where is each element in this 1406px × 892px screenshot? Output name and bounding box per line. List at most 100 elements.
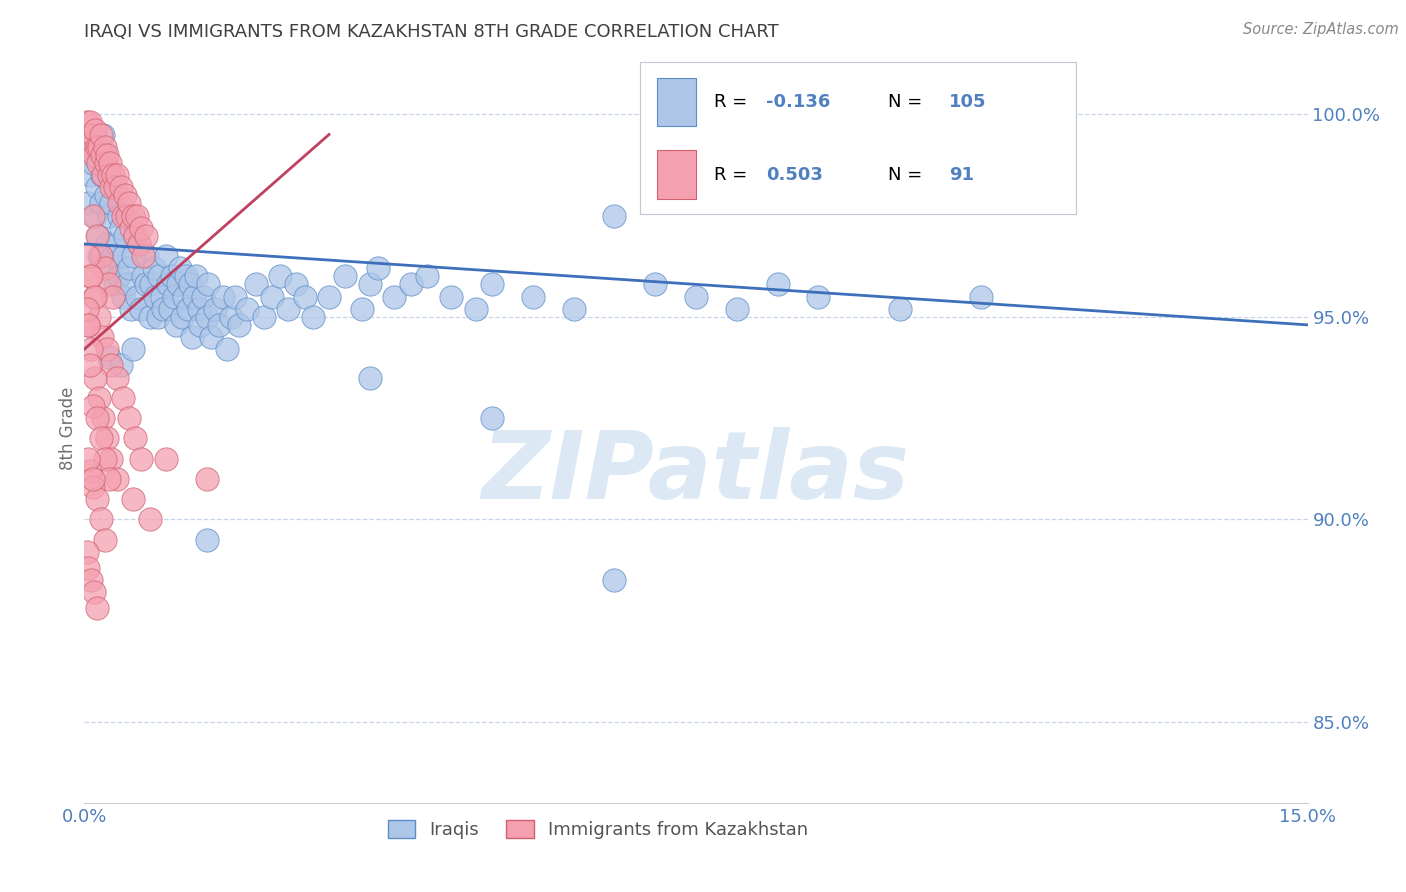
Point: [128, 236, 150, 251]
Point: [80, 342, 103, 356]
Point: [90, 196, 112, 211]
Point: [183, 289, 205, 303]
Point: [224, 289, 246, 303]
Point: [108, 269, 131, 284]
Y-axis label: 8th Grade: 8th Grade: [59, 386, 77, 470]
Point: [82, 399, 104, 413]
Point: [124, 431, 146, 445]
Text: R =: R =: [714, 166, 752, 184]
Text: -0.136: -0.136: [766, 93, 831, 111]
Point: [131, 451, 153, 466]
Point: [97, 209, 120, 223]
Text: N =: N =: [889, 166, 928, 184]
Point: [127, 209, 149, 223]
Point: [90, 431, 112, 445]
Point: [132, 249, 155, 263]
Point: [101, 168, 124, 182]
Point: [160, 269, 183, 284]
Point: [105, 168, 128, 182]
Point: [181, 330, 204, 344]
Point: [245, 277, 267, 292]
Point: [91, 330, 114, 344]
Point: [155, 249, 177, 263]
Point: [79, 269, 101, 284]
Point: [204, 301, 226, 316]
Point: [142, 261, 165, 276]
Point: [100, 359, 122, 373]
Point: [118, 196, 141, 211]
Point: [76, 544, 98, 558]
Point: [83, 289, 105, 303]
Point: [76, 115, 98, 129]
Point: [97, 277, 120, 292]
Point: [91, 148, 114, 162]
Point: [97, 351, 120, 365]
Point: [146, 310, 169, 324]
Point: [228, 318, 250, 332]
Point: [100, 196, 122, 211]
Point: [91, 128, 114, 142]
Point: [105, 236, 128, 251]
Point: [200, 330, 222, 344]
Point: [132, 269, 155, 284]
Point: [562, 301, 585, 316]
Point: [77, 561, 100, 575]
Point: [141, 277, 163, 292]
Point: [124, 228, 146, 243]
Point: [83, 148, 105, 162]
Point: [172, 310, 194, 324]
Point: [90, 128, 112, 142]
Point: [111, 289, 134, 303]
Point: [522, 289, 544, 303]
Point: [122, 491, 145, 506]
Point: [481, 411, 503, 425]
Text: N =: N =: [889, 93, 928, 111]
Point: [91, 411, 114, 425]
Point: [165, 318, 187, 332]
Point: [350, 301, 373, 316]
Point: [367, 261, 389, 276]
Point: [84, 209, 107, 223]
Point: [481, 277, 503, 292]
Point: [91, 168, 114, 182]
Point: [127, 289, 149, 303]
Point: [236, 301, 259, 316]
Point: [163, 289, 186, 303]
Point: [122, 342, 145, 356]
Point: [184, 269, 207, 284]
Point: [169, 261, 191, 276]
Point: [187, 301, 209, 316]
Point: [135, 277, 157, 292]
Text: ZIPatlas: ZIPatlas: [482, 427, 910, 519]
Point: [143, 289, 166, 303]
Point: [87, 139, 110, 153]
Point: [173, 289, 195, 303]
Point: [86, 180, 108, 194]
Point: [138, 310, 160, 324]
Point: [197, 277, 219, 292]
Point: [269, 269, 291, 284]
Point: [195, 472, 218, 486]
Point: [135, 228, 157, 243]
Point: [260, 289, 283, 303]
Text: Source: ZipAtlas.com: Source: ZipAtlas.com: [1243, 22, 1399, 37]
Point: [318, 289, 340, 303]
Point: [86, 139, 108, 153]
Point: [359, 370, 381, 384]
Point: [124, 228, 146, 243]
Point: [93, 261, 115, 276]
Point: [101, 249, 124, 263]
Legend: Iraqis, Immigrants from Kazakhstan: Iraqis, Immigrants from Kazakhstan: [381, 813, 815, 847]
Point: [174, 269, 197, 284]
Point: [96, 236, 118, 251]
Point: [382, 289, 405, 303]
Point: [77, 318, 100, 332]
Point: [120, 220, 142, 235]
Point: [208, 318, 231, 332]
Point: [122, 249, 145, 263]
Point: [77, 451, 100, 466]
Point: [644, 277, 666, 292]
Point: [91, 168, 114, 182]
Point: [79, 464, 101, 478]
Point: [399, 277, 422, 292]
